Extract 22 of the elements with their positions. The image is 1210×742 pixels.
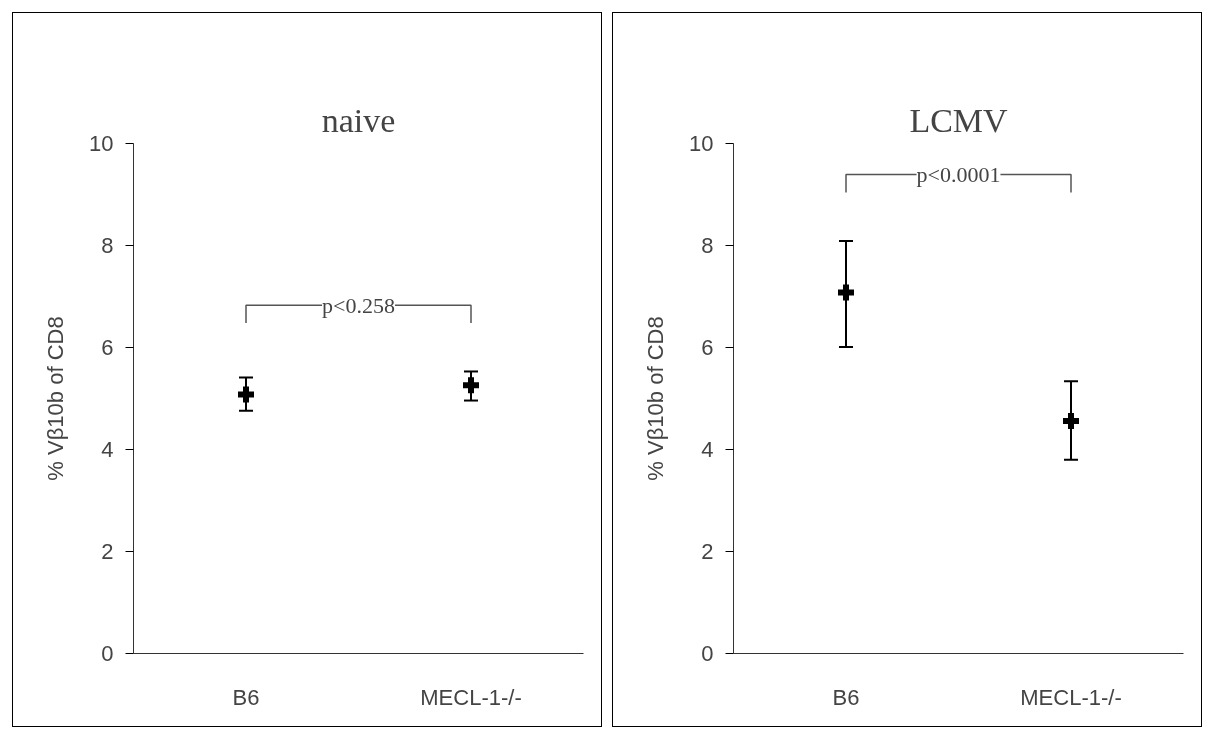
y-tick-label: 4 xyxy=(101,437,114,462)
y-tick-label: 0 xyxy=(701,641,714,666)
annotation: p<0.258 xyxy=(322,292,395,318)
annotation: p<0.0001 xyxy=(916,162,1001,188)
y-tick-label: 2 xyxy=(701,539,714,564)
y-axis-title: % Vβ10b of CD8 xyxy=(43,316,69,481)
y-axis-title: % Vβ10b of CD8 xyxy=(643,316,669,481)
y-tick-label: 8 xyxy=(701,233,714,258)
x-tick-label: B6 xyxy=(232,684,260,710)
y-tick-label: 0 xyxy=(101,641,114,666)
x-tick-label: MECL-1-/- xyxy=(1020,684,1122,710)
chart-title: naive xyxy=(321,101,396,139)
x-tick-label: B6 xyxy=(832,684,860,710)
y-tick-label: 2 xyxy=(101,539,114,564)
chart-title: LCMV xyxy=(909,101,1009,139)
y-tick-label: 6 xyxy=(701,335,714,360)
y-tick-label: 8 xyxy=(101,233,114,258)
y-tick-label: 10 xyxy=(689,131,714,156)
y-tick-label: 6 xyxy=(101,335,114,360)
y-tick-label: 4 xyxy=(701,437,714,462)
x-tick-label: MECL-1-/- xyxy=(420,684,522,710)
y-tick-label: 10 xyxy=(89,131,114,156)
